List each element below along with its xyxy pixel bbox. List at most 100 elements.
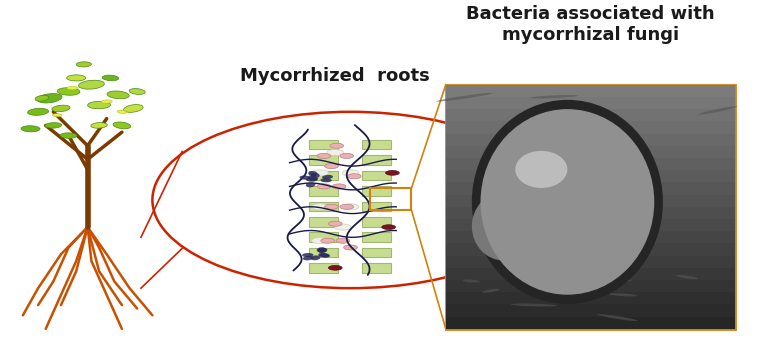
Ellipse shape <box>299 176 311 180</box>
Ellipse shape <box>382 225 395 230</box>
Ellipse shape <box>35 95 49 101</box>
Ellipse shape <box>60 133 77 138</box>
Bar <box>446 146 735 158</box>
Ellipse shape <box>319 253 329 257</box>
Ellipse shape <box>609 293 637 297</box>
Ellipse shape <box>67 75 86 81</box>
Ellipse shape <box>317 184 331 189</box>
Ellipse shape <box>318 248 328 253</box>
Bar <box>446 207 735 219</box>
Ellipse shape <box>336 238 350 243</box>
Bar <box>309 155 338 165</box>
Ellipse shape <box>306 178 317 182</box>
Ellipse shape <box>575 280 632 288</box>
Bar <box>362 263 391 273</box>
Ellipse shape <box>327 150 344 156</box>
Bar <box>309 201 338 211</box>
Ellipse shape <box>88 101 110 109</box>
Bar <box>362 248 391 257</box>
Ellipse shape <box>78 80 104 89</box>
Ellipse shape <box>325 163 338 169</box>
Ellipse shape <box>57 88 80 95</box>
Ellipse shape <box>340 204 354 209</box>
Ellipse shape <box>311 255 321 260</box>
Ellipse shape <box>311 173 320 178</box>
Bar <box>446 85 735 329</box>
Ellipse shape <box>676 275 698 279</box>
Ellipse shape <box>312 238 328 244</box>
Ellipse shape <box>322 175 333 179</box>
Ellipse shape <box>45 123 62 128</box>
Ellipse shape <box>347 174 361 179</box>
Ellipse shape <box>317 247 326 252</box>
Bar <box>446 195 735 207</box>
Bar <box>446 219 735 231</box>
Ellipse shape <box>506 166 536 168</box>
Ellipse shape <box>91 122 107 128</box>
Bar <box>446 109 735 121</box>
Bar <box>309 186 338 196</box>
Ellipse shape <box>463 279 480 283</box>
Ellipse shape <box>344 245 357 250</box>
Ellipse shape <box>306 182 315 187</box>
Bar <box>446 158 735 170</box>
Ellipse shape <box>342 170 359 176</box>
Ellipse shape <box>37 94 62 103</box>
Bar <box>362 140 391 150</box>
Ellipse shape <box>482 289 499 293</box>
Bar <box>446 121 735 134</box>
Ellipse shape <box>76 62 91 67</box>
Ellipse shape <box>332 184 346 189</box>
Bar <box>446 316 735 329</box>
Bar <box>362 186 391 196</box>
Ellipse shape <box>308 171 318 176</box>
Ellipse shape <box>102 75 119 81</box>
Ellipse shape <box>319 253 330 258</box>
Ellipse shape <box>302 253 313 257</box>
Ellipse shape <box>515 151 568 188</box>
Ellipse shape <box>386 171 399 175</box>
Bar <box>309 263 338 273</box>
Bar <box>362 217 391 226</box>
Ellipse shape <box>565 136 590 138</box>
Ellipse shape <box>321 238 335 243</box>
Ellipse shape <box>113 122 131 129</box>
Ellipse shape <box>312 204 328 210</box>
Ellipse shape <box>473 206 489 210</box>
Ellipse shape <box>472 100 663 304</box>
Bar <box>446 304 735 316</box>
Ellipse shape <box>52 105 70 112</box>
Bar <box>362 201 391 211</box>
Bar <box>446 244 735 256</box>
Ellipse shape <box>312 170 328 176</box>
Bar <box>446 170 735 182</box>
Bar <box>362 232 391 242</box>
Ellipse shape <box>511 304 557 307</box>
Ellipse shape <box>53 114 62 117</box>
Ellipse shape <box>27 108 49 115</box>
Ellipse shape <box>308 176 318 180</box>
Bar <box>446 182 735 195</box>
Bar <box>309 217 338 226</box>
Ellipse shape <box>318 248 327 253</box>
Bar <box>446 292 735 304</box>
Ellipse shape <box>325 204 338 209</box>
Ellipse shape <box>335 224 351 230</box>
Bar <box>446 97 735 109</box>
Bar <box>446 268 735 280</box>
Ellipse shape <box>117 110 126 114</box>
Ellipse shape <box>107 91 130 99</box>
Ellipse shape <box>303 256 313 260</box>
Text: Bacteria associated with
mycorrhizal fungi: Bacteria associated with mycorrhizal fun… <box>466 5 715 44</box>
Ellipse shape <box>342 204 359 210</box>
Ellipse shape <box>481 109 655 295</box>
Bar <box>446 256 735 268</box>
Bar <box>309 232 338 242</box>
Bar <box>309 140 338 150</box>
Ellipse shape <box>530 95 578 99</box>
Bar <box>446 280 735 292</box>
Bar <box>362 171 391 180</box>
Ellipse shape <box>67 87 78 90</box>
Bar <box>362 155 391 165</box>
Ellipse shape <box>517 199 551 203</box>
